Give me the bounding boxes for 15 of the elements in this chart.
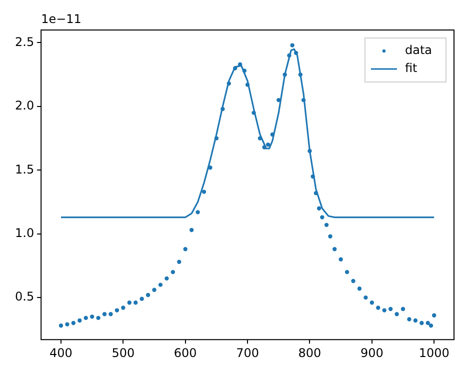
x-tick-label: 800 <box>298 346 322 360</box>
y-tick-label: 0.5 <box>14 290 34 304</box>
text: 1e−11 <box>41 12 82 26</box>
x-tick-label: 400 <box>50 346 72 360</box>
x-tick-label: 900 <box>360 346 384 360</box>
x-tick-label: 1000 <box>418 346 450 360</box>
x-tick-label: 600 <box>174 346 197 360</box>
y-tick-label: 2.5 <box>14 34 34 49</box>
legend-label: data <box>404 43 432 58</box>
y-tick-label: 2.0 <box>14 98 34 113</box>
x-tick-label: 700 <box>236 346 259 360</box>
y-tick-label: 1.5 <box>14 162 34 176</box>
y-tick-label: 1.0 <box>14 226 34 240</box>
legend-label: fit <box>404 61 418 76</box>
x-tick-label: 500 <box>112 346 135 360</box>
